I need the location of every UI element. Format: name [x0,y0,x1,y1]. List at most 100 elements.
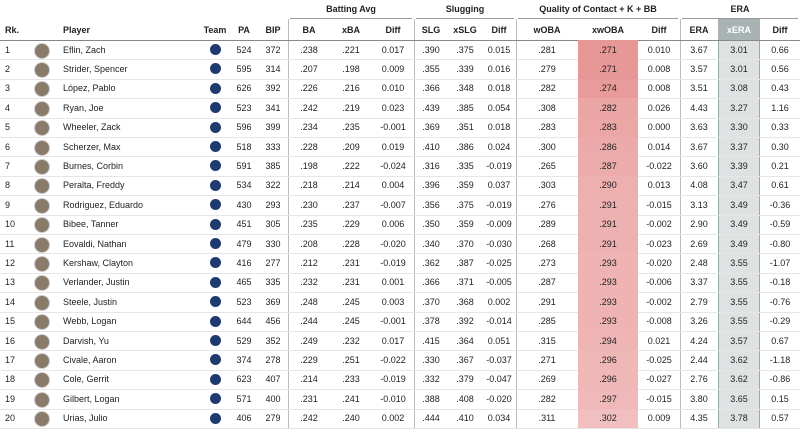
stat-cell: .350 [422,219,440,230]
stat-cell: .235 [300,219,318,230]
row-rule [0,137,800,138]
team-logo [210,160,221,172]
team-logo [210,238,221,249]
stat-cell: -0.76 [769,296,791,307]
stat-cell: .302 [578,408,638,428]
stat-cell: 0.009 [381,64,405,75]
stat-cell: 3.49 [730,199,748,210]
column-header: PA [238,24,250,35]
stat-cell: .375 [456,44,474,55]
stat-cell: .369 [422,122,440,133]
column-header: xSLG [453,24,477,35]
stat-cell: 591 [236,161,252,172]
row-rule [0,156,800,158]
stat-cell: 518 [236,141,252,152]
player-name: Steele, Justin [63,296,118,307]
player-name: Wheeler, Zack [63,122,121,133]
stat-cell: .273 [538,258,556,269]
stat-cell: 0.66 [771,44,789,55]
stat-cell: -0.019 [380,258,406,269]
stat-cell: .241 [342,393,360,404]
stat-cell: 0.021 [647,335,671,346]
stat-cell: 335 [265,277,281,288]
stat-cell: .293 [578,253,638,273]
stat-cell: .375 [456,199,474,210]
row-rule [0,389,800,391]
stat-cell: 3.13 [690,199,708,210]
stat-cell: .198 [342,64,360,75]
player-photo [34,42,50,59]
stat-cell: 4.08 [690,180,708,191]
team-logo [210,354,221,366]
stat-cell: .271 [578,59,638,79]
stat-cell: 0.67 [771,335,789,346]
row-rule [0,175,800,177]
stat-cell: -0.019 [380,374,406,385]
stat-cell: .385 [456,102,474,113]
stat-cell: 3.55 [730,258,748,269]
stat-cell: .228 [300,141,318,152]
stat-cell: .235 [342,122,360,133]
rank: 9 [5,199,11,210]
stat-cell: 4.24 [690,335,708,346]
player-name: Ryan, Joe [63,102,104,113]
row-rule [0,117,800,119]
stat-cell: 430 [236,199,252,210]
stat-cell: .387 [456,258,474,269]
player-photo [34,333,50,350]
stat-cell: .315 [538,335,556,346]
stat-cell: 534 [236,180,252,191]
stat-cell: .370 [456,238,474,249]
row-rule [0,331,800,332]
stat-cell: .396 [422,180,440,191]
player-photo [34,411,50,428]
stat-cell: 3.62 [730,374,748,385]
stat-cell: .285 [538,316,556,327]
stat-cell: 0.008 [647,83,671,94]
stat-cell: -0.36 [769,199,791,210]
row-rule [0,59,800,61]
rank: 7 [5,161,11,172]
player-name: Burnes, Corbin [63,161,124,172]
rank: 8 [5,180,11,191]
player-photo [34,236,50,253]
group-separator [680,19,681,429]
stat-cell: .392 [456,316,474,327]
row-rule [0,369,800,371]
stat-cell: .219 [342,102,360,113]
stat-cell: 0.004 [381,180,405,191]
stat-cell: -0.022 [646,161,672,172]
stat-cell: .364 [456,335,474,346]
column-header: Team [203,24,227,35]
player-name: Eovaldi, Nathan [63,238,127,249]
stat-cell: 2.79 [690,296,708,307]
stat-cell: .271 [578,40,638,60]
stat-cell: .379 [456,374,474,385]
stat-cell: .251 [342,355,360,366]
stat-cell: -0.007 [380,199,406,210]
player-name: Kershaw, Clayton [63,258,134,269]
player-photo [34,294,50,311]
player-photo [34,197,50,214]
stat-cell: .228 [342,238,360,249]
stat-cell: .229 [342,219,360,230]
stat-cell: -0.014 [486,316,512,327]
stat-cell: -0.80 [769,238,791,249]
stat-cell: 0.21 [771,161,789,172]
stat-cell: .216 [342,83,360,94]
row-rule [0,195,800,197]
stat-cell: 0.017 [381,335,405,346]
stat-cell: 0.014 [647,141,671,152]
stat-cell: 3.08 [730,83,748,94]
stat-cell: 0.015 [487,44,511,55]
stat-cell: -0.019 [486,161,512,172]
stat-cell: 3.62 [730,355,748,366]
rank: 6 [5,141,11,152]
stat-cell: 0.051 [487,335,511,346]
stat-cell: .351 [456,122,474,133]
stat-cell: 4.43 [690,102,708,113]
player-photo [34,352,50,369]
stat-cell: 523 [236,296,252,307]
player-name: López, Pablo [63,83,116,94]
stat-cell: 0.016 [487,64,511,75]
